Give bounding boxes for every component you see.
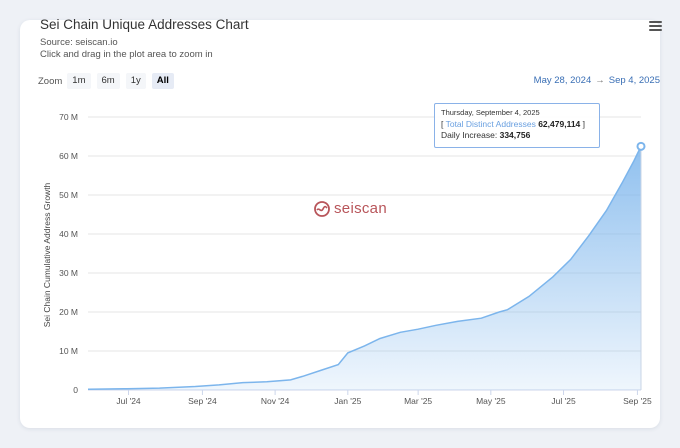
x-axis: Jul '24 Sep '24 Nov '24 Jan '25 Mar '25 May '…	[116, 390, 652, 406]
zoom-label: Zoom	[38, 75, 63, 87]
x-tick-label: Sep '25	[623, 396, 652, 406]
x-tick-label: Jul '25	[551, 396, 576, 406]
zoom-all-button[interactable]: All	[151, 73, 174, 89]
zoom-6m-button[interactable]: 6m	[96, 73, 120, 89]
tooltip-date: Thursday, September 4, 2025	[441, 108, 540, 117]
tooltip-daily-label: Daily Increase:	[441, 130, 498, 140]
zoom-instruction: Click and drag in the plot area to zoom …	[40, 49, 213, 60]
hamburger-menu-icon[interactable]	[649, 21, 662, 31]
series-area	[88, 146, 641, 390]
zoom-controls: Zoom 1m 6m 1y All	[38, 73, 180, 89]
data-tooltip: Thursday, September 4, 2025 [ Total Dist…	[434, 103, 600, 148]
tooltip-daily-value: 334,756	[499, 130, 531, 140]
zoom-1y-button[interactable]: 1y	[125, 73, 146, 89]
x-tick-label: Sep '24	[188, 396, 217, 406]
chart-source: Source: seiscan.io	[40, 37, 118, 48]
tooltip-close-bracket: ]	[582, 119, 586, 129]
y-axis: 0 10 M 20 M 30 M 40 M 50 M 60 M 70 M	[59, 112, 78, 395]
y-tick-label: 20 M	[59, 307, 78, 317]
x-tick-label: Jan '25	[334, 396, 361, 406]
y-tick-label: 30 M	[59, 268, 78, 278]
seiscan-logo-icon	[314, 200, 330, 217]
date-range[interactable]: May 28, 2024 → Sep 4, 2025	[534, 75, 660, 86]
x-tick-label: Jul '24	[116, 396, 141, 406]
tooltip-series-name: Total Distinct Addresses	[445, 119, 536, 129]
x-tick-label: Nov '24	[261, 396, 290, 406]
watermark-text: seiscan	[334, 200, 387, 217]
x-tick-label: May '25	[476, 396, 506, 406]
chart-title: Sei Chain Unique Addresses Chart	[40, 17, 249, 32]
tooltip-value: 62,479,114	[538, 119, 581, 129]
y-tick-label: 70 M	[59, 112, 78, 122]
zoom-1m-button[interactable]: 1m	[67, 73, 91, 89]
y-axis-label: Sei Chain Cumulative Address Growth	[42, 182, 52, 327]
tooltip-open-bracket: [	[441, 119, 444, 129]
range-to[interactable]: Sep 4, 2025	[608, 75, 660, 86]
y-tick-label: 60 M	[59, 151, 78, 161]
seiscan-watermark: seiscan	[314, 200, 387, 217]
y-tick-label: 40 M	[59, 229, 78, 239]
range-from[interactable]: May 28, 2024	[533, 75, 592, 86]
range-arrow: →	[595, 75, 605, 86]
y-tick-label: 10 M	[59, 346, 78, 356]
y-tick-label: 0	[73, 385, 78, 395]
series-line	[87, 145, 642, 390]
hover-point[interactable]	[636, 141, 646, 151]
y-tick-label: 50 M	[59, 190, 78, 200]
x-tick-label: Mar '25	[404, 396, 432, 406]
